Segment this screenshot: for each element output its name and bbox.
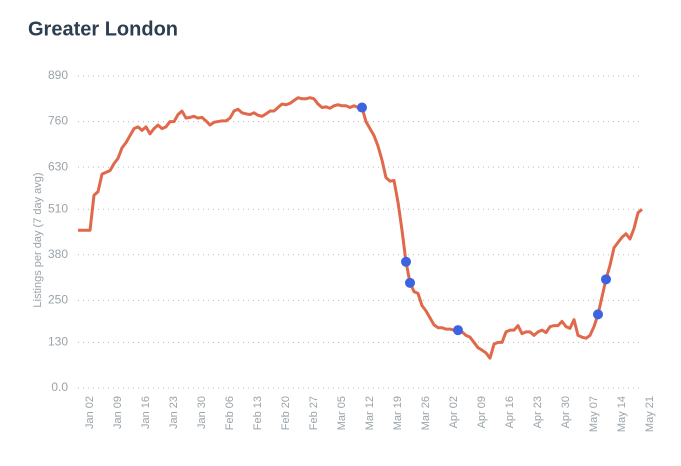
x-tick-label: Jan 16 [140,396,152,429]
y-tick-label: 0.0 [51,380,68,394]
highlight-point [601,274,611,285]
chart-title: Greater London [28,18,178,40]
x-tick-label: Feb 06 [224,396,236,430]
y-tick-label: 760 [48,114,68,128]
x-tick-label: Mar 26 [420,396,432,430]
highlight-point [405,277,415,288]
y-tick-label: 380 [48,247,68,261]
highlight-point [453,325,463,336]
highlight-point [401,256,411,267]
x-tick-label: Jan 02 [84,396,96,429]
x-tick-label: May 07 [588,396,600,432]
highlight-point [593,309,603,320]
x-tick-label: Apr 16 [504,396,516,428]
x-tick-label: Apr 02 [448,396,460,428]
x-tick-label: Jan 30 [196,396,208,429]
x-tick-label: Mar 05 [336,396,348,430]
x-tick-label: Jan 09 [112,396,124,429]
y-tick-label: 250 [48,293,68,307]
y-tick-label: 510 [48,201,68,215]
x-tick-label: Feb 13 [252,396,264,430]
x-tick-label: Apr 30 [560,396,572,428]
y-axis-label: Listings per day (7 day avg) [32,172,44,307]
x-tick-label: Jan 23 [168,396,180,429]
highlight-point [357,102,367,113]
x-tick-label: Apr 09 [476,396,488,428]
x-tick-label: Feb 20 [280,396,292,430]
x-tick-label: May 21 [644,396,656,432]
x-tick-label: Mar 19 [392,396,404,430]
x-tick-label: Feb 27 [308,396,320,430]
x-tick-label: Mar 12 [364,396,376,430]
y-tick-label: 630 [48,159,68,173]
line [78,96,643,360]
x-tick-label: Apr 23 [532,396,544,428]
x-tick-label: May 14 [616,396,628,432]
y-tick-label: 890 [48,68,68,82]
y-tick-label: 130 [48,335,68,349]
